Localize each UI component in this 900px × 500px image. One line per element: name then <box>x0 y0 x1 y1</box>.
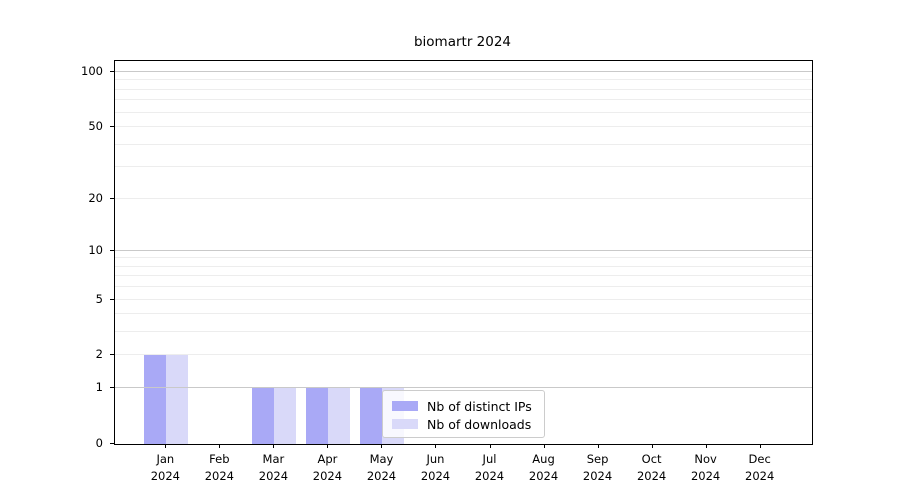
x-tick-label-jul-2024: Jul 2024 <box>474 452 505 483</box>
x-tick-label-jun-2024: Jun 2024 <box>420 452 451 483</box>
x-tick-aug-2024 <box>543 444 545 448</box>
y-tick-2 <box>110 354 114 356</box>
legend-label-downloads: Nb of downloads <box>427 416 532 432</box>
legend-swatch-downloads <box>392 419 418 429</box>
legend: Nb of distinct IPs Nb of downloads <box>382 390 545 438</box>
y-tick-label-10: 10 <box>88 242 103 257</box>
x-tick-may-2024 <box>381 444 383 448</box>
x-tick-label-mar-2024: Mar 2024 <box>258 452 289 483</box>
y-tick-10 <box>110 249 114 251</box>
bars-layer <box>115 61 812 444</box>
x-tick-label-sep-2024: Sep 2024 <box>582 452 613 483</box>
legend-label-distinct-ips: Nb of distinct IPs <box>427 398 532 414</box>
legend-swatch-distinct-ips <box>392 401 418 411</box>
bar-downloads-mar-2024 <box>274 388 297 444</box>
x-tick-label-feb-2024: Feb 2024 <box>204 452 234 483</box>
y-tick-20 <box>110 197 114 199</box>
y-tick-label-1: 1 <box>95 380 103 395</box>
x-tick-label-nov-2024: Nov 2024 <box>690 452 721 483</box>
bar-distinct-ips-may-2024 <box>360 388 383 444</box>
x-tick-label-apr-2024: Apr 2024 <box>312 452 343 483</box>
x-tick-label-aug-2024: Aug 2024 <box>528 452 559 483</box>
x-tick-label-may-2024: May 2024 <box>366 452 397 483</box>
y-tick-label-20: 20 <box>88 190 103 205</box>
x-tick-feb-2024 <box>219 444 221 448</box>
y-tick-label-50: 50 <box>88 119 103 134</box>
x-tick-dec-2024 <box>759 444 761 448</box>
y-tick-label-0: 0 <box>95 436 103 450</box>
x-tick-label-jan-2024: Jan 2024 <box>150 452 180 483</box>
legend-entry-distinct-ips: Nb of distinct IPs <box>392 397 536 415</box>
y-tick-1 <box>110 387 114 389</box>
y-tick-label-2: 2 <box>95 347 103 362</box>
x-tick-oct-2024 <box>651 444 653 448</box>
x-tick-jan-2024 <box>165 444 167 448</box>
x-tick-jul-2024 <box>489 444 491 448</box>
x-tick-nov-2024 <box>705 444 707 448</box>
x-tick-apr-2024 <box>327 444 329 448</box>
y-tick-0 <box>110 443 114 444</box>
bar-distinct-ips-jan-2024 <box>144 355 167 444</box>
x-tick-sep-2024 <box>597 444 599 448</box>
bar-downloads-apr-2024 <box>328 388 351 444</box>
y-tick-100 <box>110 71 114 72</box>
bar-distinct-ips-mar-2024 <box>252 388 275 444</box>
y-tick-label-5: 5 <box>95 291 103 306</box>
plot-area: Nb of distinct IPs Nb of downloads <box>114 60 813 445</box>
y-tick-5 <box>110 298 114 300</box>
y-tick-50 <box>110 126 114 128</box>
x-tick-jun-2024 <box>435 444 437 448</box>
y-tick-label-100: 100 <box>81 64 103 78</box>
bar-distinct-ips-apr-2024 <box>306 388 329 444</box>
chart-title: biomartr 2024 <box>413 34 512 50</box>
legend-entry-downloads: Nb of downloads <box>392 415 536 433</box>
x-tick-label-oct-2024: Oct 2024 <box>636 452 667 483</box>
x-tick-label-dec-2024: Dec 2024 <box>745 452 775 483</box>
bar-downloads-jan-2024 <box>166 355 189 444</box>
x-tick-mar-2024 <box>273 444 275 448</box>
